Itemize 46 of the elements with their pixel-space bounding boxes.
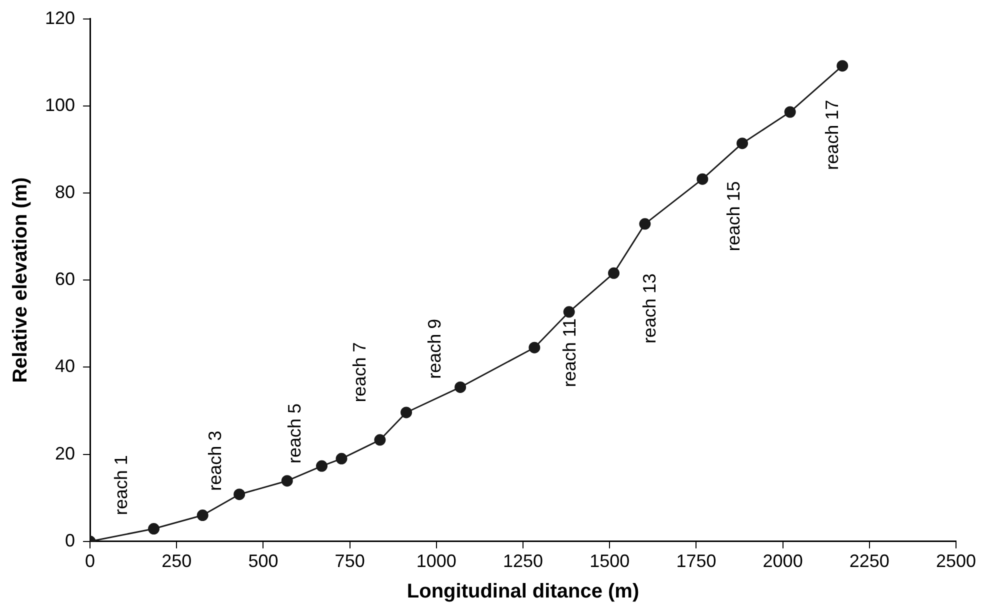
- point: [563, 306, 575, 318]
- x-axis-title: Longitudinal ditance (m): [406, 580, 640, 603]
- point: [374, 434, 386, 446]
- y-tick-label: 40: [55, 356, 76, 376]
- y-tick-label: 0: [65, 530, 76, 550]
- annotation: reach 15: [723, 181, 744, 252]
- x-tick-label: 1000: [416, 551, 456, 572]
- annotation: reach 17: [822, 100, 842, 170]
- point: [148, 523, 160, 535]
- point: [608, 267, 620, 279]
- x-tick-label: 750: [334, 551, 365, 572]
- point: [736, 138, 748, 150]
- point: [316, 460, 328, 472]
- point: [528, 342, 540, 354]
- annotation: reach 13: [639, 273, 660, 344]
- y-tick-label: 120: [44, 8, 76, 28]
- point: [234, 488, 246, 500]
- annotation: reach 7: [350, 342, 370, 402]
- point: [639, 218, 651, 230]
- annotation: reach 5: [284, 403, 304, 464]
- annotation: reach 1: [110, 455, 131, 516]
- x-tick-label: 1250: [502, 551, 544, 572]
- point: [836, 60, 848, 72]
- y-tick-label: 80: [55, 182, 76, 202]
- y-tick-label: 100: [44, 94, 76, 115]
- point: [196, 510, 208, 522]
- point: [784, 106, 796, 118]
- y-axis-title: Relative elevation (m): [10, 177, 32, 383]
- y-tick-label: 20: [55, 443, 76, 464]
- x-tick-label: 1750: [676, 551, 716, 572]
- x-tick-label: 2500: [936, 551, 976, 572]
- y-tick-label: 60: [55, 269, 76, 290]
- x-tick-label: 1500: [590, 551, 630, 572]
- x-tick-label: 250: [162, 551, 192, 572]
- point: [336, 452, 348, 464]
- annotation: reach 11: [560, 318, 580, 388]
- point: [400, 406, 412, 418]
- x-tick-label: 500: [248, 551, 278, 572]
- annotation: reach 3: [204, 430, 225, 491]
- point: [454, 381, 466, 393]
- point: [696, 173, 708, 185]
- x-tick-label: 0: [85, 551, 96, 572]
- x-tick-label: 2000: [762, 551, 803, 572]
- x-tick-label: 2250: [849, 551, 890, 572]
- point: [281, 475, 293, 487]
- annotation: reach 9: [424, 318, 444, 379]
